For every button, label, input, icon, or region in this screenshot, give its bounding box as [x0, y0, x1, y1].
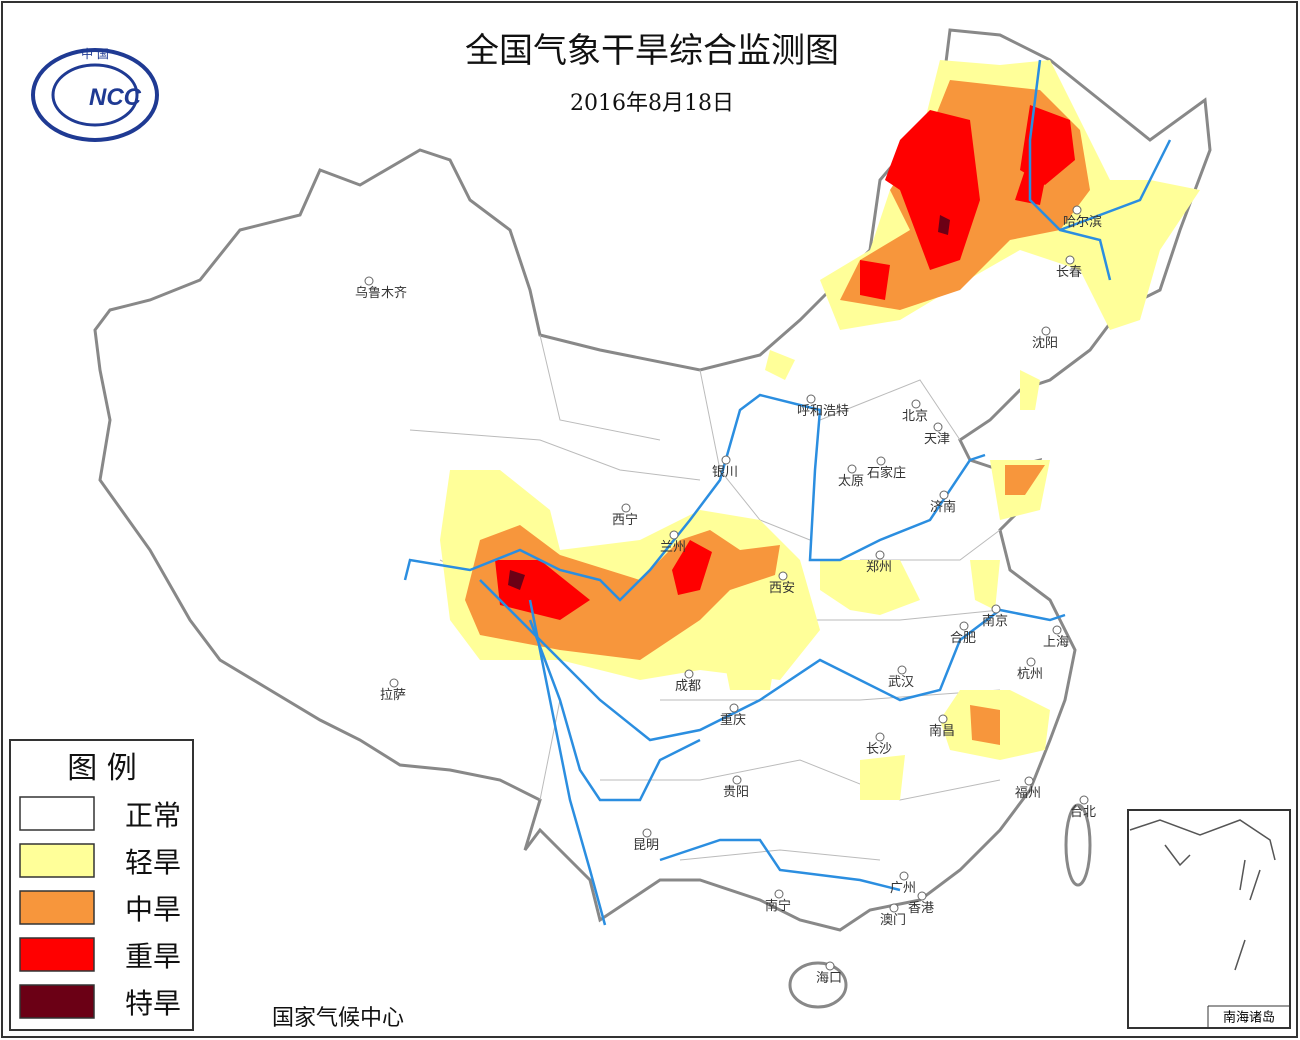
- city-label: 武汉: [888, 675, 914, 690]
- city-label: 昆明: [633, 838, 659, 853]
- inset: 南海诸岛: [1127, 809, 1291, 1029]
- city-label: 合肥: [950, 631, 976, 646]
- title: 全国气象干旱综合监测图: [465, 31, 839, 71]
- legend-box: [9, 739, 194, 1031]
- city-label: 长沙: [866, 742, 892, 757]
- city-dot: [938, 714, 948, 724]
- legend-swatch: [19, 796, 95, 831]
- city-label: 香港: [908, 901, 934, 916]
- city-dot: [959, 621, 969, 631]
- city-dot: [1052, 625, 1062, 635]
- city-label: 澳门: [880, 912, 906, 928]
- city-dot: [1026, 657, 1036, 667]
- logo-text: NCC: [89, 84, 142, 111]
- city-dot: [899, 871, 909, 881]
- city-dot: [364, 276, 374, 286]
- taiwan: [1064, 803, 1092, 887]
- legend-swatch: [19, 937, 95, 972]
- city-label: 哈尔滨: [1063, 214, 1102, 230]
- legend-label: 中旱: [125, 893, 181, 926]
- city-label: 西宁: [612, 512, 638, 528]
- city-label: 南宁: [765, 898, 791, 914]
- legend-label: 特旱: [125, 987, 181, 1020]
- logo: 中 国 NCC: [31, 46, 159, 142]
- city-dot: [1079, 795, 1089, 805]
- city-dot: [875, 550, 885, 560]
- city-label: 郑州: [866, 560, 892, 575]
- city-dot: [778, 571, 788, 581]
- legend-label: 正常: [125, 799, 181, 832]
- date: 2016年8月18日: [570, 91, 734, 116]
- footer: 国家气候中心: [272, 1006, 404, 1031]
- logo-top: 中 国: [81, 46, 109, 61]
- legend-swatch: [19, 890, 95, 925]
- city-label: 上海: [1043, 635, 1069, 650]
- city-dot: [991, 604, 1001, 614]
- province-lines: [409, 334, 1001, 861]
- city-dot: [729, 703, 739, 713]
- legend-swatch: [19, 843, 95, 878]
- city-dot: [642, 828, 652, 838]
- city-dot: [939, 490, 949, 500]
- city-label: 拉萨: [380, 688, 406, 703]
- city-label: 乌鲁木齐: [355, 285, 407, 301]
- city-label: 银川: [712, 465, 738, 480]
- cities: 乌鲁木齐 呼和浩特 北京 天津 银川 太原 石家庄 济南 西宁 兰州 郑州 西安…: [355, 205, 1102, 986]
- city-dot: [1041, 326, 1051, 336]
- city-label: 杭州: [1017, 667, 1043, 682]
- city-dot: [825, 961, 835, 971]
- city-label: 成都: [675, 679, 701, 694]
- city-dot: [732, 775, 742, 785]
- city-label: 北京: [902, 409, 928, 424]
- city-label: 天津: [924, 432, 950, 447]
- city-label: 长春: [1056, 265, 1082, 280]
- city-label: 重庆: [720, 712, 746, 728]
- rivers: [403, 59, 1172, 926]
- city-label: 福州: [1015, 786, 1041, 801]
- city-dot: [1072, 205, 1082, 215]
- city-label: 太原: [838, 474, 864, 489]
- city-dot: [897, 665, 907, 675]
- legend-title: 图 例: [67, 751, 137, 786]
- city-label: 西安: [769, 581, 795, 596]
- city-dot: [1065, 255, 1075, 265]
- city-label: 兰州: [660, 540, 686, 555]
- city-dot: [1024, 776, 1034, 786]
- city-label: 海口: [816, 971, 842, 986]
- city-label: 石家庄: [867, 465, 906, 481]
- city-label: 南京: [982, 613, 1008, 629]
- city-dot: [917, 891, 927, 901]
- legend-swatch: [19, 984, 95, 1019]
- city-label: 南昌: [929, 723, 955, 739]
- city-label: 沈阳: [1032, 336, 1058, 351]
- city-label: 台北: [1070, 805, 1096, 820]
- city-dot: [806, 394, 816, 404]
- city-dot: [621, 503, 631, 513]
- city-dot: [669, 530, 679, 540]
- inset-label: 南海诸岛: [1223, 1010, 1275, 1026]
- city-dot: [847, 464, 857, 474]
- city-dot: [774, 889, 784, 899]
- city-dot: [875, 732, 885, 742]
- city-dot: [933, 422, 943, 432]
- city-dot: [876, 456, 886, 466]
- city-dot: [389, 678, 399, 688]
- city-label: 贵阳: [723, 785, 749, 800]
- city-label: 济南: [930, 499, 956, 515]
- city-dot: [721, 455, 731, 465]
- legend-label: 轻旱: [125, 846, 181, 879]
- city-dot: [684, 669, 694, 679]
- city-dot: [889, 903, 899, 913]
- legend-label: 重旱: [125, 940, 181, 973]
- hainan: [788, 961, 848, 1009]
- city-dot: [911, 399, 921, 409]
- city-label: 广州: [890, 881, 916, 896]
- city-label: 呼和浩特: [797, 404, 849, 419]
